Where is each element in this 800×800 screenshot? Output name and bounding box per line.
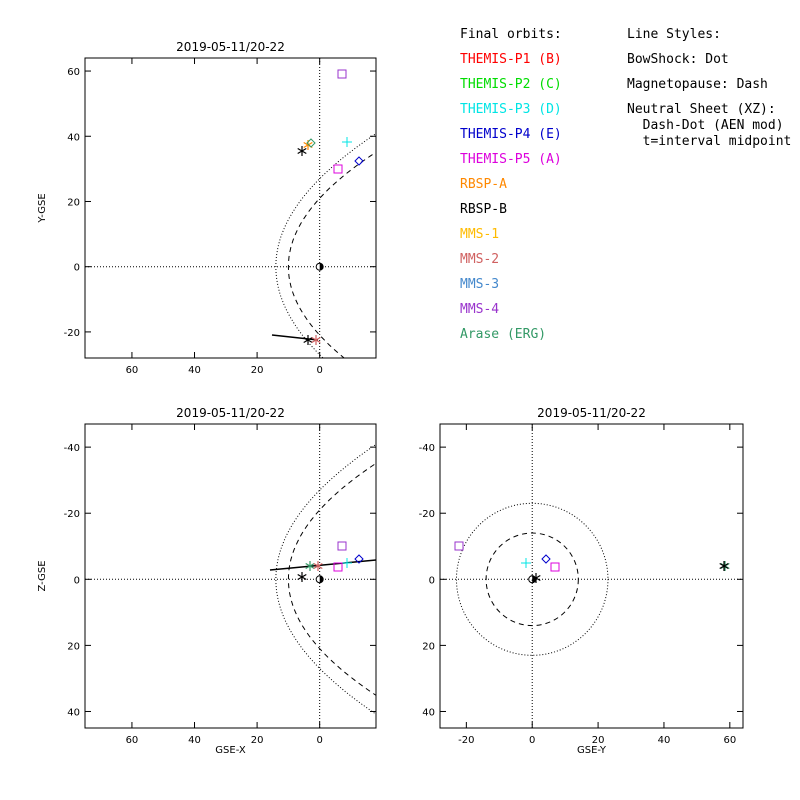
mms-4-marker: [337, 69, 347, 79]
rbsp-b-marker: [719, 561, 729, 571]
mms-2-marker: [311, 335, 321, 345]
magnetopause-curve: [287, 151, 376, 358]
x-tick-label: 0: [316, 365, 322, 376]
x-tick-label: 60: [126, 365, 139, 376]
orbit-legend-item: MMS-2: [460, 252, 500, 267]
mms-2-marker: [313, 561, 323, 571]
mms-4-marker: [337, 541, 347, 551]
magnetopause-curve: [485, 532, 579, 627]
y-tick-label: 0: [429, 575, 435, 586]
arase-marker: [305, 561, 315, 571]
rbsp-b-marker: [303, 335, 313, 345]
plot-frame: [439, 423, 744, 729]
bow-shock-curve: [275, 133, 376, 358]
x-tick-label: 20: [592, 735, 605, 746]
themis-p4-marker: [354, 554, 364, 564]
y-tick-label: 40: [67, 132, 80, 143]
orbit-legend-item: THEMIS-P1 (B): [460, 52, 562, 67]
y-tick-label: -20: [64, 509, 80, 520]
bow-shock-curve: [455, 502, 609, 656]
arase-marker: [306, 138, 316, 148]
x-tick-label: 40: [658, 735, 671, 746]
y-tick-label: 0: [74, 575, 80, 586]
y-tick-label: -20: [419, 509, 435, 520]
rbsp-b-marker: [297, 146, 307, 156]
x-tick-label: 40: [188, 365, 201, 376]
orbit-legend-item: RBSP-B: [460, 202, 507, 217]
y-tick-label: -40: [419, 443, 435, 454]
y-tick-label: -20: [64, 328, 80, 339]
panel-yz: 2019-05-11/20-22 -20 0 20 40 60 -40 -20 0 20 40 GSE…: [419, 406, 744, 756]
plot-title: 2019-05-11/20-22: [537, 406, 646, 420]
plot-frame: [84, 423, 377, 729]
orbits-legend: Final orbits: THEMIS-P1 (B) THEMIS-P2 (C)…: [460, 27, 562, 342]
orbit-legend-item: Arase (ERG): [460, 327, 547, 342]
line-styles-legend: Line Styles: BowShock: Dot Magnetopause: …: [627, 27, 791, 149]
panel-xy: 2019-05-11/20-22 60 40 20 0 -20 0 20 40 60 Y-GSE: [37, 40, 377, 376]
y-tick-label: 60: [67, 67, 80, 78]
x-tick-label: 60: [126, 735, 139, 746]
plot-frame: [84, 57, 377, 359]
x-tick-label: 0: [316, 735, 322, 746]
orbit-legend-item: THEMIS-P4 (E): [460, 127, 562, 142]
y-tick-label: 20: [67, 197, 80, 208]
orbits-legend-title: Final orbits:: [460, 27, 562, 42]
line-style-legend-item: Neutral Sheet (XZ):: [627, 102, 776, 117]
boundary-curves: [275, 133, 376, 358]
orbit-legend-item: MMS-3: [460, 277, 500, 292]
x-tick-label: 20: [251, 365, 264, 376]
themis-p5-marker: [550, 562, 560, 572]
themis-p5-marker: [333, 164, 343, 174]
orbit-legend-item: THEMIS-P2 (C): [460, 77, 562, 92]
themis-p3-marker: [521, 558, 531, 568]
y-tick-label: -40: [64, 443, 80, 454]
orbit-legend-item: THEMIS-P3 (D): [460, 102, 562, 117]
y-tick-label: 40: [422, 707, 435, 718]
earth-icon-shade: [319, 263, 324, 271]
x-tick-label: 20: [251, 735, 264, 746]
themis-p5-marker: [333, 562, 343, 572]
y-tick-label: 40: [67, 707, 80, 718]
y-axis-label: Y-GSE: [37, 193, 48, 223]
y-axis-label: Z-GSE: [37, 560, 48, 591]
orbit-legend-item: THEMIS-P5 (A): [460, 152, 562, 167]
orbit-legend-item: MMS-4: [460, 302, 500, 317]
line-style-legend-item: Dash-Dot (AEN mod): [627, 118, 784, 133]
plot-title: 2019-05-11/20-22: [176, 406, 285, 420]
line-styles-legend-title: Line Styles:: [627, 27, 721, 42]
plot-title: 2019-05-11/20-22: [176, 40, 285, 54]
y-tick-label: 20: [422, 641, 435, 652]
x-tick-label: 60: [723, 735, 736, 746]
x-axis-label: GSE-Y: [577, 745, 607, 756]
line-style-legend-item: t=interval midpoint: [627, 134, 792, 149]
orbit-trace: [271, 334, 319, 341]
themis-p4-marker: [541, 554, 551, 564]
y-tick-label: 20: [67, 641, 80, 652]
rbsp-b-marker: [297, 572, 307, 582]
rbsp-b-marker: [531, 573, 541, 583]
x-tick-label: 0: [529, 735, 535, 746]
mms-4-marker: [454, 541, 464, 551]
orbit-legend-item: MMS-1: [460, 227, 500, 242]
orbit-legend-item: RBSP-A: [460, 177, 507, 192]
line-style-legend-item: Magnetopause: Dash: [627, 77, 768, 92]
earth-icon-shade: [319, 575, 324, 583]
y-tick-label: 0: [74, 263, 80, 274]
line-style-legend-item: BowShock: Dot: [627, 52, 729, 67]
themis-p4-marker: [354, 156, 364, 166]
panel-xz: 2019-05-11/20-22 60 40 20 0 -40 -20 0 20 40 GSE-X Z…: [37, 406, 377, 756]
themis-p3-marker: [342, 558, 352, 568]
themis-p3-marker: [342, 137, 352, 147]
x-axis-label: GSE-X: [215, 745, 246, 756]
x-tick-label: 40: [188, 735, 201, 746]
x-tick-label: -20: [458, 735, 474, 746]
